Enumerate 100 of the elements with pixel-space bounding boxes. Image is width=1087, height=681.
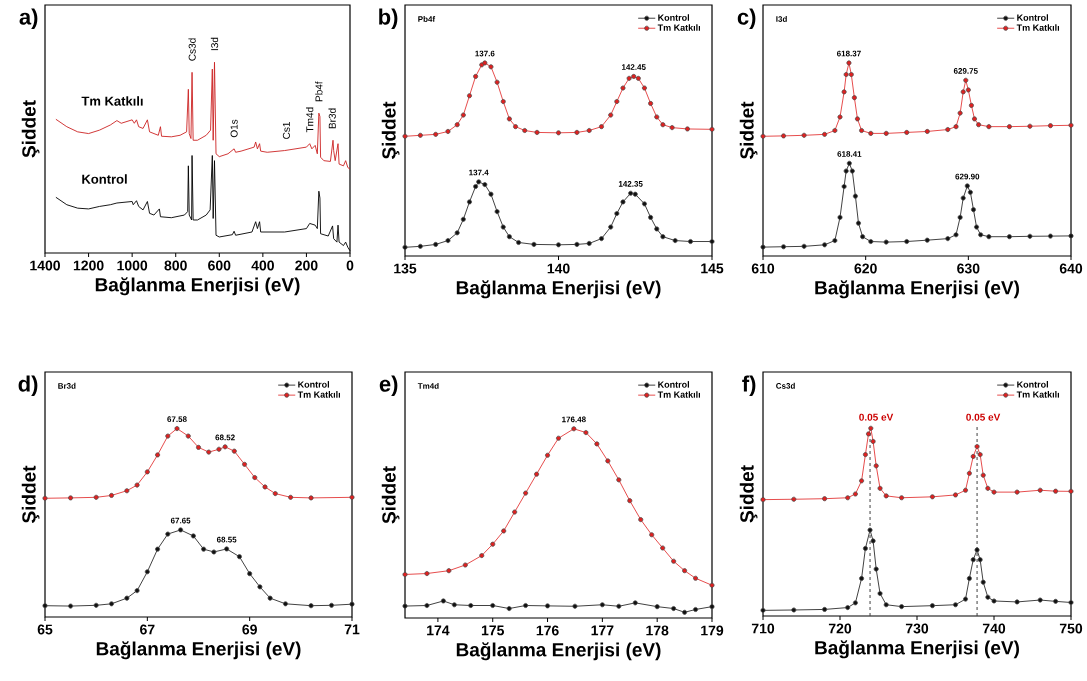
point	[174, 426, 180, 432]
annotation: Tm4d	[306, 107, 314, 133]
point	[262, 484, 268, 490]
point	[522, 128, 528, 133]
x-tick-label: 175	[481, 625, 505, 636]
point	[488, 64, 494, 70]
point	[178, 527, 184, 533]
point	[837, 214, 843, 220]
point	[953, 602, 959, 608]
point	[974, 444, 980, 450]
annotation: 629.90	[955, 173, 980, 180]
x-tick-label: 140	[547, 263, 570, 274]
point	[124, 595, 130, 601]
point	[445, 238, 451, 244]
point	[272, 491, 278, 497]
x-tick-label: 145	[701, 263, 724, 274]
point	[349, 601, 355, 607]
point	[801, 243, 807, 249]
point	[236, 554, 242, 560]
point	[904, 239, 910, 245]
point	[1006, 124, 1012, 130]
point	[660, 234, 666, 240]
point	[672, 238, 678, 244]
point	[760, 497, 766, 503]
point	[862, 452, 868, 458]
x-tick-label: 0	[346, 260, 354, 271]
point	[709, 604, 715, 610]
annotation: 142.45	[621, 64, 646, 70]
point	[953, 124, 959, 130]
point	[523, 490, 529, 496]
legend-label: Kontrol	[658, 14, 690, 21]
point	[329, 602, 335, 608]
point	[247, 571, 253, 577]
point	[93, 494, 99, 500]
x-tick-label: 200	[295, 260, 318, 271]
point	[1053, 488, 1059, 494]
point	[155, 546, 161, 552]
point	[1006, 234, 1012, 240]
point	[953, 232, 959, 238]
point	[837, 114, 843, 120]
x-tick-label: 1400	[30, 260, 60, 271]
point	[482, 60, 488, 66]
chart-title: a)	[19, 8, 38, 30]
point	[684, 126, 690, 132]
point	[859, 128, 865, 133]
point	[986, 124, 992, 130]
point	[648, 214, 654, 220]
point	[460, 216, 466, 222]
point	[991, 489, 997, 495]
point	[545, 452, 551, 458]
point	[574, 129, 580, 135]
point	[970, 207, 976, 213]
point	[614, 99, 620, 105]
point	[929, 603, 935, 609]
point	[599, 602, 605, 608]
point	[904, 129, 910, 135]
point	[556, 435, 561, 441]
point	[68, 603, 74, 609]
point	[846, 160, 852, 166]
point	[1053, 598, 1059, 604]
point	[991, 598, 997, 604]
point	[671, 558, 677, 564]
point	[648, 100, 654, 106]
x-tick-label: 800	[164, 260, 187, 271]
point	[631, 73, 637, 79]
point	[873, 566, 879, 572]
point	[832, 238, 838, 244]
series-label: Tm Katkılı	[81, 96, 143, 106]
point	[968, 102, 974, 108]
point	[440, 598, 446, 604]
x-tick-label: 740	[982, 623, 1006, 634]
point	[626, 75, 632, 81]
point	[479, 553, 485, 559]
x-tick-label: 69	[242, 624, 257, 635]
point	[616, 603, 622, 609]
point	[660, 545, 666, 551]
point	[709, 126, 715, 132]
point	[877, 485, 883, 491]
point	[966, 575, 972, 581]
point	[963, 596, 969, 602]
point	[970, 557, 976, 563]
point	[586, 240, 592, 246]
point	[877, 590, 883, 596]
point	[252, 475, 258, 481]
point	[957, 110, 963, 116]
point	[583, 430, 589, 436]
point	[781, 244, 787, 250]
point	[760, 133, 766, 139]
annotation: Pb4f	[315, 81, 323, 102]
point	[500, 224, 506, 230]
point	[960, 195, 966, 201]
x-axis-title: Bağlanma Enerjisi (eV)	[96, 641, 301, 660]
point	[594, 441, 600, 447]
point	[68, 495, 74, 501]
point	[654, 114, 660, 120]
point	[654, 604, 660, 610]
point	[531, 241, 537, 247]
point	[628, 190, 634, 196]
point	[516, 239, 522, 245]
point	[709, 239, 715, 245]
